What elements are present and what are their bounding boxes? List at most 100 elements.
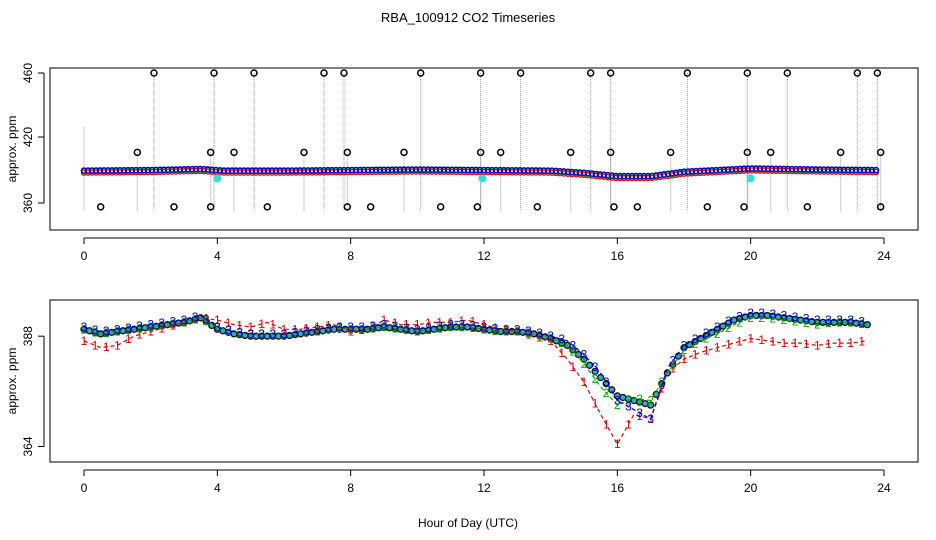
bottom-series-1-mark: 1 [481, 318, 488, 332]
bottom-series-2-mark: 2 [570, 345, 577, 359]
bottom-series-1-mark: 1 [147, 325, 154, 339]
top-outlier-low [206, 203, 215, 211]
bottom-series-2-mark: 2 [458, 320, 465, 334]
bottom-series-2-mark: 2 [636, 392, 643, 406]
bottom-series-2-mark: 2 [703, 331, 710, 345]
bottom-series-3-mark: 3 [258, 327, 265, 341]
bottom-series-2-mark: 2 [436, 322, 443, 336]
bottom-series-3-mark: 3 [270, 327, 277, 341]
bottom-series-1-mark: 1 [703, 344, 710, 358]
bottom-series-2-mark: 2 [181, 315, 188, 329]
top-outlier-high [836, 148, 845, 157]
bottom-series-3-mark: 3 [147, 318, 154, 332]
bottom-series-1-mark: 1 [203, 312, 210, 326]
top-panel: approx. ppm 0 4 8 12 16 20 24 360 420 460 [5, 63, 919, 263]
bottom-series-2-mark: 2 [470, 321, 477, 335]
bottom-series-2-mark: 2 [681, 343, 688, 357]
bottom-circle-mark [713, 325, 721, 333]
top-outlier-high [340, 69, 348, 77]
bottom-series-2-mark: 2 [347, 322, 354, 336]
top-outlier-high [320, 69, 328, 77]
bottom-series-2-mark: 2 [481, 322, 488, 336]
bottom-circle-mark [580, 355, 588, 363]
bottom-series-2-mark: 2 [803, 316, 810, 330]
top-outlier-high [300, 148, 308, 157]
bottom-series-3-mark: 3 [125, 321, 132, 335]
bottom-series-3-mark: 3 [525, 324, 532, 338]
bottom-series-1-mark: 1 [492, 321, 499, 335]
bottom-series-3-mark: 3 [547, 329, 554, 343]
bottom-series-1-mark: 1 [858, 335, 865, 349]
bottom-circle-mark [608, 386, 616, 394]
top-outlier-low [876, 203, 885, 211]
bottom-series-2-mark: 2 [547, 331, 554, 345]
bottom-series-1-mark: 1 [725, 338, 732, 352]
top-outlier-low [703, 203, 712, 211]
top-x-axis: 0 4 8 12 16 20 24 [81, 237, 891, 263]
bottom-series-3-mark: 3 [303, 324, 310, 338]
bottom-series-2-mark: 2 [447, 320, 454, 334]
bottom-series-3-mark: 3 [81, 320, 88, 334]
bottom-series-3-mark: 3 [158, 316, 165, 330]
bottom-series-3-mark: 3 [247, 327, 254, 341]
bottom-x-tick-label: 24 [877, 481, 891, 495]
bottom-series-2-mark: 2 [658, 375, 665, 389]
top-spike-lines [83, 73, 882, 212]
top-outlier-low [343, 203, 352, 211]
top-series-3-mark [668, 169, 676, 177]
bottom-series-2-mark: 2 [414, 325, 421, 339]
bottom-series-3-mark: 3 [514, 322, 521, 336]
bottom-series-1-mark: 1 [547, 334, 554, 348]
bottom-series-1-mark: 1 [236, 318, 243, 332]
bottom-series-3-mark: 3 [347, 320, 354, 334]
top-outlier-low [803, 203, 812, 211]
bottom-series-2-mark: 2 [203, 314, 210, 328]
bottom-series-3-mark: 3 [847, 313, 854, 327]
bottom-series-2-mark: 2 [836, 315, 843, 329]
top-cyan-point [746, 174, 755, 183]
top-x-tick-label: 24 [877, 249, 891, 263]
bottom-series-1-mark: 1 [692, 348, 699, 362]
bottom-x-tick-label: 20 [744, 481, 758, 495]
bottom-series-1-mark: 1 [136, 328, 143, 342]
bottom-series-3-mark: 3 [225, 323, 232, 337]
bottom-series-3-mark: 3 [681, 338, 688, 352]
bottom-series-2-mark: 2 [314, 325, 321, 339]
top-outlier-high [783, 69, 792, 77]
bottom-series-3-mark: 3 [103, 324, 110, 338]
top-outlier-points [96, 69, 885, 211]
bottom-series-3-mark: 3 [336, 320, 343, 334]
top-outlier-high [743, 69, 752, 77]
top-outlier-high [876, 148, 885, 157]
top-x-tick-label: 8 [347, 249, 354, 263]
top-outlier-high [743, 148, 752, 157]
bottom-series-1-mark: 1 [270, 318, 277, 332]
bottom-series-3-mark: 3 [403, 321, 410, 335]
bottom-series-3-mark: 3 [414, 322, 421, 336]
top-outlier-high [133, 148, 142, 157]
top-panel-frame [49, 67, 919, 231]
bottom-series-3-mark: 3 [725, 314, 732, 328]
top-outlier-low [610, 203, 618, 211]
bottom-series-2-mark: 2 [714, 327, 721, 341]
bottom-series-2-mark: 2 [403, 323, 410, 337]
bottom-series-3-mark: 3 [570, 338, 577, 352]
bottom-series-1-mark: 1 [158, 322, 165, 336]
bottom-series-1-mark: 1 [536, 331, 543, 345]
bottom-series-1-mark: 1 [658, 381, 665, 395]
bottom-series-1-mark: 1 [781, 336, 788, 350]
bottom-series-1-mark: 1 [558, 346, 565, 360]
bottom-series-2-mark: 2 [770, 312, 777, 326]
bottom-series-3-mark: 3 [636, 406, 643, 420]
bottom-series-2-mark: 2 [270, 327, 277, 341]
bottom-series-2-mark: 2 [325, 322, 332, 336]
top-cyan-point [213, 174, 222, 183]
bottom-series-3-mark: 3 [536, 326, 543, 340]
bottom-circle-mark [569, 346, 577, 354]
bottom-panel-frame [49, 299, 919, 463]
bottom-x-tick-label: 8 [347, 481, 354, 495]
bottom-series-2-mark: 2 [647, 394, 654, 408]
bottom-series-3-mark: 3 [425, 321, 432, 335]
bottom-series-2-mark: 2 [170, 317, 177, 331]
